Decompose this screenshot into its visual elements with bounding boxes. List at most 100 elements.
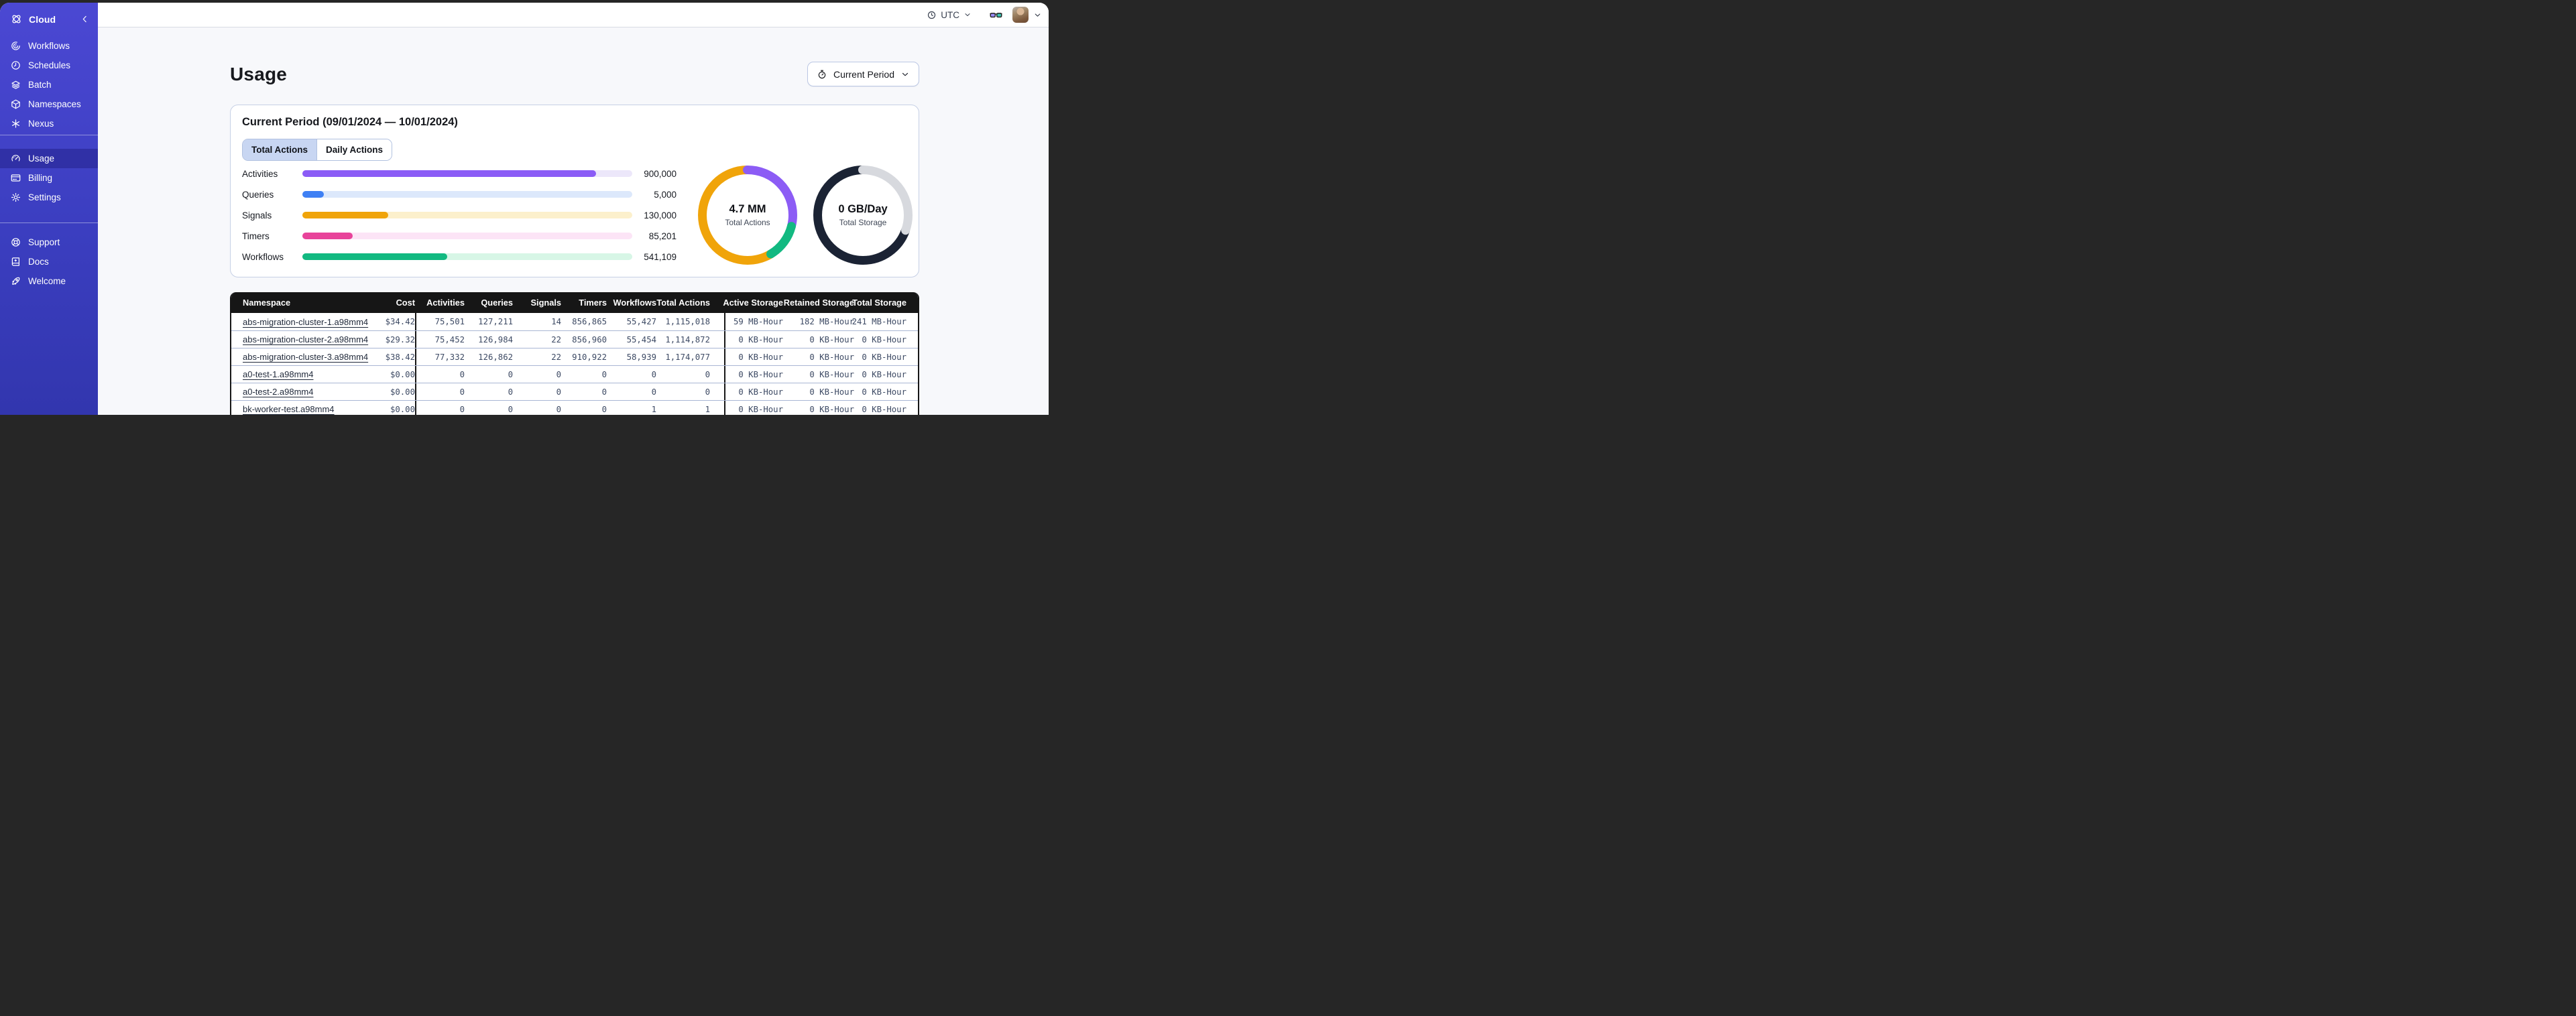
- namespace-link[interactable]: abs-migration-cluster-2.a98mm4: [243, 334, 369, 344]
- tab-total-actions[interactable]: Total Actions: [243, 139, 316, 160]
- stopwatch-icon: [817, 69, 827, 80]
- table-cell: 126,862: [465, 348, 513, 365]
- table-cell: 0 KB-Hour: [783, 366, 854, 383]
- namespace-link[interactable]: abs-migration-cluster-3.a98mm4: [243, 352, 369, 362]
- sidebar-item-nexus[interactable]: Nexus: [0, 114, 98, 133]
- sidebar-item-label: Docs: [28, 257, 49, 267]
- table-cell: $0.00: [367, 366, 415, 383]
- cell-signals: 22: [551, 352, 561, 362]
- sidebar-item-label: Welcome: [28, 276, 66, 286]
- table-cell: 77,332: [415, 348, 465, 365]
- table-row: a0-test-2.a98mm4 $0.00 0 0 0 0 0 0 0 KB-Hour 0 KB…: [231, 383, 918, 400]
- namespace-link[interactable]: abs-migration-cluster-1.a98mm4: [243, 316, 369, 327]
- sidebar-item-label: Batch: [28, 80, 52, 90]
- timezone-label: UTC: [941, 9, 959, 20]
- sidebar-item-schedules[interactable]: Schedules: [0, 56, 98, 75]
- cell-activities: 75,452: [434, 334, 465, 344]
- glasses-icon[interactable]: [989, 8, 1003, 22]
- table-cell: 0: [656, 366, 724, 383]
- timezone-selector[interactable]: UTC: [927, 10, 972, 20]
- column-header-namespace: Namespace: [243, 298, 291, 308]
- sidebar-item-billing[interactable]: Billing: [0, 168, 98, 188]
- cell-active_storage: 0 KB-Hour: [738, 404, 783, 414]
- brand-label: Cloud: [29, 13, 56, 25]
- cell-cost: $38.42: [385, 352, 415, 362]
- table-cell: 22: [513, 331, 561, 348]
- bar-row-workflows: Workflows 541,109: [242, 252, 677, 262]
- sidebar-item-workflows[interactable]: Workflows: [0, 36, 98, 56]
- usage-icon: [10, 153, 21, 164]
- cell-signals: 14: [551, 317, 561, 326]
- cell-signals: 0: [556, 387, 561, 397]
- table-row: bk-worker-test.a98mm4 $0.00 0 0 0 0 1 1 0 KB-Hou…: [231, 400, 918, 415]
- table-cell: 126,984: [465, 331, 513, 348]
- table-cell: 1: [656, 401, 724, 415]
- cell-total_storage: 0 KB-Hour: [862, 334, 906, 344]
- column-header-total-actions: Total Actions: [656, 298, 710, 308]
- sidebar-item-support[interactable]: Support: [0, 233, 98, 252]
- table-cell: $34.42: [367, 313, 415, 330]
- donut-charts: 4.7 MM Total Actions 0 GB/Day Total Stor…: [697, 165, 913, 265]
- collapse-sidebar-icon[interactable]: [80, 14, 90, 24]
- batch-icon: [10, 79, 21, 90]
- bar-fill: [302, 253, 448, 260]
- namespace-link[interactable]: a0-test-1.a98mm4: [243, 369, 314, 379]
- page-content: Usage Current Period Current Period (09/…: [98, 27, 1049, 415]
- table-cell: 0: [561, 401, 607, 415]
- cell-queries: 126,984: [478, 334, 513, 344]
- account-chevron-down-icon[interactable]: [1033, 11, 1042, 19]
- bar-value: 130,000: [644, 210, 677, 220]
- period-button-label: Current Period: [833, 68, 894, 80]
- sidebar-item-welcome[interactable]: Welcome: [0, 271, 98, 291]
- sidebar-item-docs[interactable]: Docs: [0, 252, 98, 271]
- sidebar-item-usage[interactable]: Usage: [0, 149, 98, 168]
- table-cell: $0.00: [367, 401, 415, 415]
- column-header-total-storage: Total Storage: [852, 298, 906, 308]
- cell-queries: 0: [508, 404, 513, 414]
- bar-track: [302, 253, 632, 260]
- table-cell: 55,454: [607, 331, 656, 348]
- cell-timers: 0: [601, 387, 607, 397]
- table-cell: 22: [513, 348, 561, 365]
- bar-value: 5,000: [654, 189, 677, 200]
- cell-total_storage: 0 KB-Hour: [862, 369, 906, 379]
- bar-label: Workflows: [242, 251, 284, 262]
- sidebar-item-label: Support: [28, 237, 60, 247]
- table-cell: 0: [607, 383, 656, 400]
- cell-timers: 856,960: [572, 334, 607, 344]
- cell-activities: 0: [459, 404, 465, 414]
- table-header-row: Namespace Cost Activities Queries Signals Tim…: [231, 292, 918, 313]
- cell-total_actions: 1,114,872: [665, 334, 710, 344]
- chevron-down-icon: [963, 11, 972, 19]
- sidebar-item-label: Settings: [28, 192, 61, 202]
- donut-center: 0 GB/Day Total Storage: [813, 165, 913, 265]
- cell-total_actions: 1: [705, 404, 710, 414]
- donut-label: Total Actions: [725, 218, 770, 227]
- donut-segment-retained: [813, 166, 913, 265]
- bar-value: 900,000: [644, 168, 677, 179]
- tab-daily-actions[interactable]: Daily Actions: [316, 139, 392, 160]
- namespace-link[interactable]: a0-test-2.a98mm4: [243, 387, 314, 397]
- cell-queries: 0: [508, 369, 513, 379]
- table-cell: 910,922: [561, 348, 607, 365]
- bar-row-timers: Timers 85,201: [242, 231, 677, 241]
- table-cell: 0 KB-Hour: [724, 383, 783, 400]
- avatar[interactable]: [1012, 7, 1029, 23]
- namespace-link[interactable]: bk-worker-test.a98mm4: [243, 404, 335, 414]
- table-cell: 59 MB-Hour: [724, 313, 783, 330]
- cell-timers: 0: [601, 369, 607, 379]
- cell-queries: 126,862: [478, 352, 513, 362]
- cell-workflows: 0: [651, 369, 656, 379]
- sidebar-item-namespaces[interactable]: Namespaces: [0, 94, 98, 114]
- donut-value: 0 GB/Day: [838, 203, 888, 215]
- sidebar-item-settings[interactable]: Settings: [0, 188, 98, 207]
- table-cell: 0: [415, 401, 465, 415]
- period-dropdown-button[interactable]: Current Period: [807, 62, 919, 86]
- table-cell: 0: [465, 366, 513, 383]
- sidebar-item-batch[interactable]: Batch: [0, 75, 98, 94]
- cell-timers: 910,922: [572, 352, 607, 362]
- bar-label: Timers: [242, 231, 270, 241]
- cell-workflows: 55,427: [626, 317, 656, 326]
- table-cell: 127,211: [465, 313, 513, 330]
- cell-retained_storage: 0 KB-Hour: [809, 387, 854, 397]
